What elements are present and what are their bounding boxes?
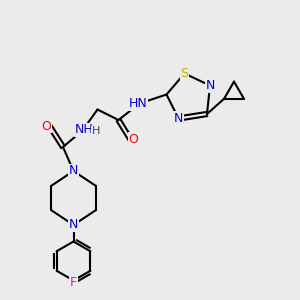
Text: S: S <box>181 67 188 80</box>
Text: HN: HN <box>129 97 147 110</box>
Text: N: N <box>174 112 183 125</box>
Text: N: N <box>69 164 78 178</box>
Text: O: O <box>129 133 138 146</box>
Text: F: F <box>70 275 77 289</box>
Text: O: O <box>42 119 51 133</box>
Text: NH: NH <box>75 123 93 136</box>
Text: H: H <box>92 126 100 136</box>
Text: N: N <box>205 79 215 92</box>
Text: N: N <box>69 218 78 232</box>
